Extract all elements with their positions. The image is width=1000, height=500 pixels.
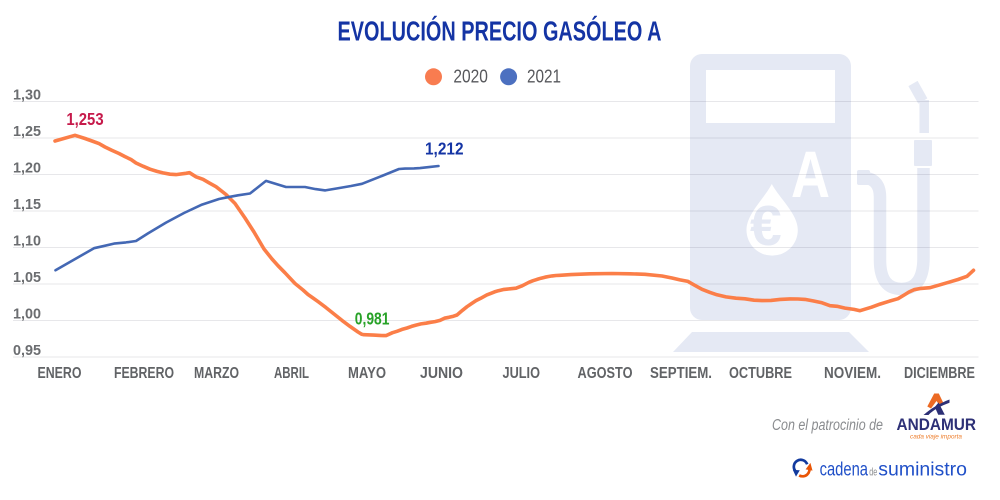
svg-text:AGOSTO: AGOSTO [578, 365, 633, 382]
svg-text:NOVIEM.: NOVIEM. [824, 365, 881, 382]
svg-text:1,15: 1,15 [13, 196, 41, 213]
svg-text:ANDAMUR: ANDAMUR [897, 415, 977, 434]
svg-text:0,981: 0,981 [355, 308, 390, 328]
svg-text:A: A [791, 137, 830, 211]
svg-text:2021: 2021 [527, 66, 561, 86]
svg-text:ABRIL: ABRIL [274, 365, 309, 382]
svg-text:DICIEMBRE: DICIEMBRE [904, 365, 975, 382]
svg-text:1,00: 1,00 [13, 306, 41, 323]
svg-text:Con el patrocinio de: Con el patrocinio de [772, 417, 883, 434]
svg-text:1,10: 1,10 [13, 233, 41, 250]
svg-text:2020: 2020 [453, 66, 488, 86]
svg-text:SEPTIEM.: SEPTIEM. [650, 365, 712, 382]
svg-text:€: € [750, 194, 782, 258]
svg-text:1,253: 1,253 [66, 109, 103, 129]
svg-text:FEBRERO: FEBRERO [114, 365, 174, 382]
svg-text:cadena: cadena [820, 460, 869, 481]
svg-text:de: de [869, 467, 877, 479]
svg-text:ENERO: ENERO [38, 365, 82, 382]
svg-text:EVOLUCIÓN PRECIO GASÓLEO A: EVOLUCIÓN PRECIO GASÓLEO A [338, 16, 662, 47]
svg-text:0,95: 0,95 [13, 342, 41, 359]
svg-text:1,30: 1,30 [13, 87, 41, 104]
svg-text:cada viaje importa: cada viaje importa [910, 434, 962, 441]
svg-text:1,25: 1,25 [13, 123, 41, 140]
svg-text:JUNIO: JUNIO [420, 365, 463, 382]
svg-text:1,212: 1,212 [425, 139, 464, 159]
svg-text:suministro: suministro [878, 460, 967, 481]
svg-text:OCTUBRE: OCTUBRE [729, 365, 792, 382]
svg-text:JULIO: JULIO [503, 365, 541, 382]
svg-text:MAYO: MAYO [348, 365, 386, 382]
svg-text:MARZO: MARZO [194, 365, 239, 382]
svg-text:1,05: 1,05 [13, 269, 41, 286]
svg-text:1,20: 1,20 [13, 160, 41, 177]
